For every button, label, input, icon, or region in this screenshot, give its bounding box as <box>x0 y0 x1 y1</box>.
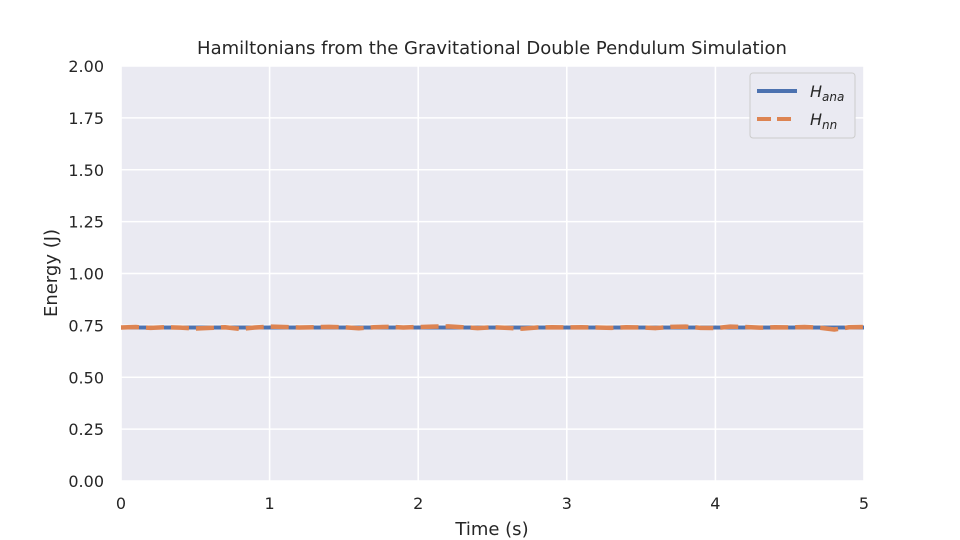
legend: Hana Hnn <box>749 72 856 139</box>
legend-sub-h-nn: nn <box>822 118 837 132</box>
legend-box <box>749 72 856 139</box>
y-tick-label: 0.00 <box>68 472 104 491</box>
chart-title: Hamiltonians from the Gravitational Doub… <box>197 38 787 59</box>
y-tick-label: 1.75 <box>68 109 104 128</box>
y-tick-label: 0.50 <box>68 368 104 387</box>
x-tick-label: 2 <box>413 494 423 513</box>
x-tick-label: 5 <box>859 494 869 513</box>
grid <box>120 65 865 482</box>
x-tick-label: 1 <box>265 494 275 513</box>
legend-sub-h-ana: ana <box>822 90 844 104</box>
legend-main-h-nn: H <box>810 110 822 129</box>
legend-label-h-nn: Hnn <box>810 110 837 132</box>
series-layer <box>120 324 865 332</box>
x-axis-label: Time (s) <box>454 519 528 540</box>
y-axis-label: Energy (J) <box>41 229 62 317</box>
legend-main-h-ana: H <box>810 82 822 101</box>
x-tick-label: 0 <box>116 494 126 513</box>
tick-labels: 0 1 2 3 4 5 0.00 0.25 0.50 0.75 1.00 1.25 1.50 1.75 2.… <box>68 57 869 513</box>
x-tick-label: 3 <box>562 494 572 513</box>
y-tick-label: 1.00 <box>68 265 104 284</box>
legend-label-h-ana: Hana <box>810 82 844 104</box>
y-tick-label: 2.00 <box>68 57 104 76</box>
y-tick-label: 0.75 <box>68 316 104 335</box>
y-tick-label: 1.50 <box>68 161 104 180</box>
x-tick-label: 4 <box>710 494 720 513</box>
y-tick-label: 0.25 <box>68 420 104 439</box>
y-tick-label: 1.25 <box>68 213 104 232</box>
